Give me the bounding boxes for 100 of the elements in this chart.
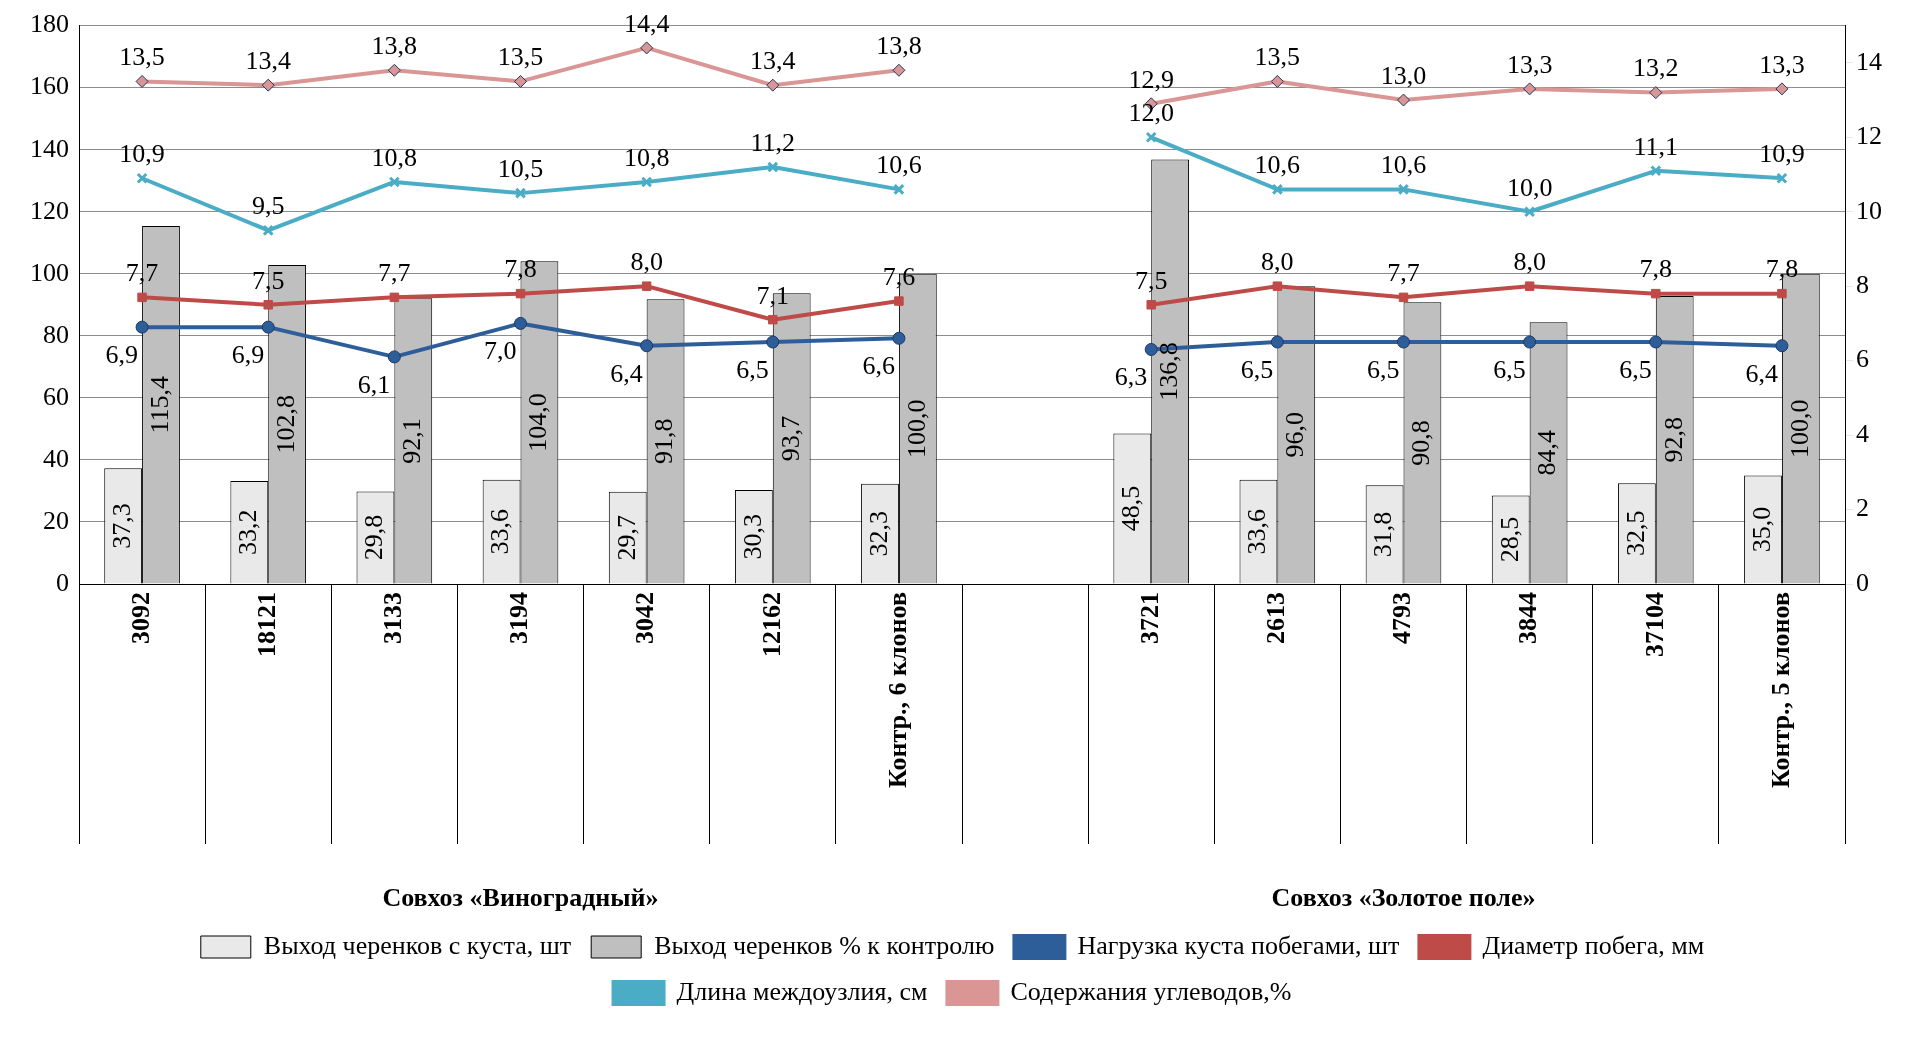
- data-label: 8,0: [630, 247, 663, 277]
- point: [640, 41, 654, 55]
- point: [1777, 288, 1787, 299]
- data-label: 6,5: [736, 354, 769, 384]
- data-label: 7,8: [1639, 254, 1673, 284]
- data-label: 7,6: [882, 261, 916, 291]
- data-label: 12,0: [1128, 98, 1174, 128]
- x-tick-label: 4793: [1387, 592, 1417, 644]
- point: [137, 292, 147, 303]
- x-tick-label: 3092: [125, 592, 155, 644]
- x-tick-label: 37104: [1639, 592, 1669, 657]
- point: [767, 161, 779, 173]
- point: [1397, 183, 1410, 196]
- point: [641, 281, 652, 291]
- data-label: 13,0: [1380, 60, 1427, 90]
- data-label: 12,9: [1128, 64, 1174, 94]
- data-label: 6,9: [231, 339, 265, 369]
- point: [388, 176, 401, 188]
- point: [135, 320, 149, 334]
- data-label: 6,9: [105, 339, 139, 369]
- point: [640, 176, 653, 188]
- point: [387, 63, 401, 77]
- data-label: 91,8: [649, 418, 679, 465]
- y-tick-label: 100: [30, 257, 69, 287]
- data-label: 6,1: [357, 369, 391, 399]
- data-label: 10,0: [1506, 172, 1553, 202]
- data-label: 32,3: [863, 510, 893, 557]
- data-label: 33,2: [233, 509, 263, 555]
- data-label: 10,5: [497, 153, 544, 183]
- data-label: 10,6: [1380, 150, 1427, 180]
- data-label: 90,8: [1406, 420, 1436, 466]
- data-label: 11,1: [1633, 131, 1679, 161]
- data-label: 28,5: [1494, 516, 1524, 563]
- point: [766, 78, 780, 92]
- point: [1144, 342, 1158, 356]
- y-tick-label: 140: [30, 133, 69, 163]
- point: [1145, 131, 1157, 144]
- data-label: 7,5: [1134, 265, 1168, 295]
- point: [261, 320, 275, 334]
- y2-tick-label: 6: [1856, 344, 1869, 374]
- data-label: 10,8: [371, 142, 418, 172]
- point: [1271, 183, 1284, 196]
- data-label: 7,1: [756, 280, 790, 310]
- text: Совхоз «Виноградный»: [382, 882, 659, 912]
- point: [893, 183, 905, 196]
- data-label: 8,0: [1513, 247, 1546, 277]
- point: [894, 296, 904, 306]
- point: [892, 331, 906, 345]
- data-label: 7,0: [484, 336, 517, 366]
- point: [892, 63, 906, 77]
- point: [768, 314, 778, 325]
- data-label: 96,0: [1280, 412, 1310, 458]
- point: [766, 335, 780, 349]
- y-tick-label: 120: [30, 195, 69, 225]
- data-label: 29,8: [359, 514, 389, 561]
- data-label: 7,8: [504, 254, 537, 284]
- point: [1523, 335, 1537, 349]
- point: [261, 78, 275, 92]
- point: [1523, 82, 1537, 96]
- data-label: 7,5: [251, 265, 285, 295]
- data-label: 6,5: [1240, 354, 1274, 384]
- point: [1775, 339, 1789, 353]
- data-label: 6,3: [1114, 362, 1148, 392]
- data-label: 92,8: [1658, 417, 1688, 463]
- legend-label: Содержания углеводов,%: [1010, 976, 1292, 1006]
- y2-tick-label: 14: [1856, 46, 1882, 76]
- data-label: 6,4: [1745, 358, 1778, 388]
- data-label: 6,6: [862, 351, 895, 381]
- y-tick-label: 80: [43, 319, 69, 349]
- data-label: 6,5: [1619, 354, 1652, 384]
- data-label: 10,8: [623, 142, 670, 172]
- data-label: 7,8: [1765, 254, 1799, 284]
- y-tick-label: 160: [30, 71, 69, 101]
- x-tick-label: 3042: [630, 592, 660, 644]
- x-tick-label: 3194: [504, 592, 534, 644]
- point: [514, 187, 527, 199]
- point: [389, 292, 400, 303]
- data-label: 13,5: [119, 42, 165, 72]
- point: [1651, 288, 1661, 299]
- point: [1524, 281, 1535, 291]
- data-label: 13,4: [750, 45, 796, 75]
- data-label: 9,5: [251, 191, 285, 221]
- data-label: 8,0: [1261, 247, 1294, 277]
- data-label: 84,4: [1532, 430, 1562, 476]
- point: [387, 350, 401, 364]
- data-label: 13,8: [876, 31, 922, 61]
- data-label: 104,0: [523, 393, 553, 452]
- point: [1397, 335, 1410, 349]
- point: [136, 172, 148, 184]
- x-tick-label: 12162: [756, 592, 786, 657]
- legend-label: Диаметр побега, мм: [1482, 930, 1705, 960]
- point: [1270, 74, 1284, 88]
- point: [1272, 281, 1283, 291]
- data-label: 10,6: [1254, 150, 1301, 180]
- data-label: 48,5: [1116, 485, 1146, 532]
- data-label: 13,3: [1506, 49, 1553, 79]
- legend-label: Длина междоузлия, см: [676, 976, 928, 1006]
- data-label: 93,7: [775, 415, 805, 462]
- data-label: 7,7: [1387, 258, 1420, 288]
- data-label: 115,4: [144, 375, 174, 434]
